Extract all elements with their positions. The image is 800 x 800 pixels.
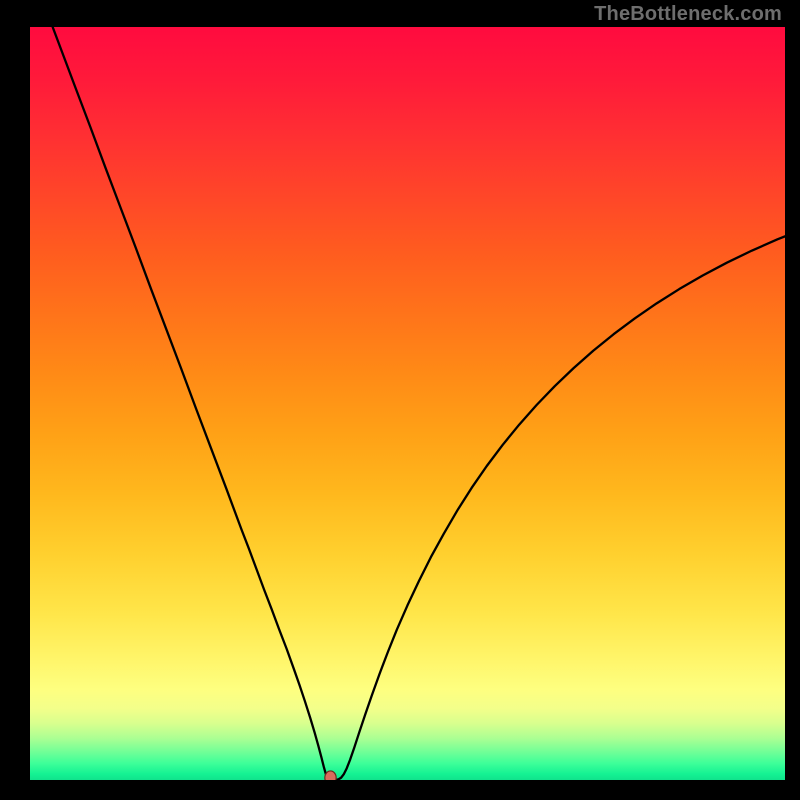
chart-background-gradient	[30, 27, 785, 780]
chart-plot-area	[30, 27, 785, 780]
minimum-marker	[325, 771, 336, 780]
watermark-text: TheBottleneck.com	[594, 3, 782, 26]
chart-svg	[30, 27, 785, 780]
